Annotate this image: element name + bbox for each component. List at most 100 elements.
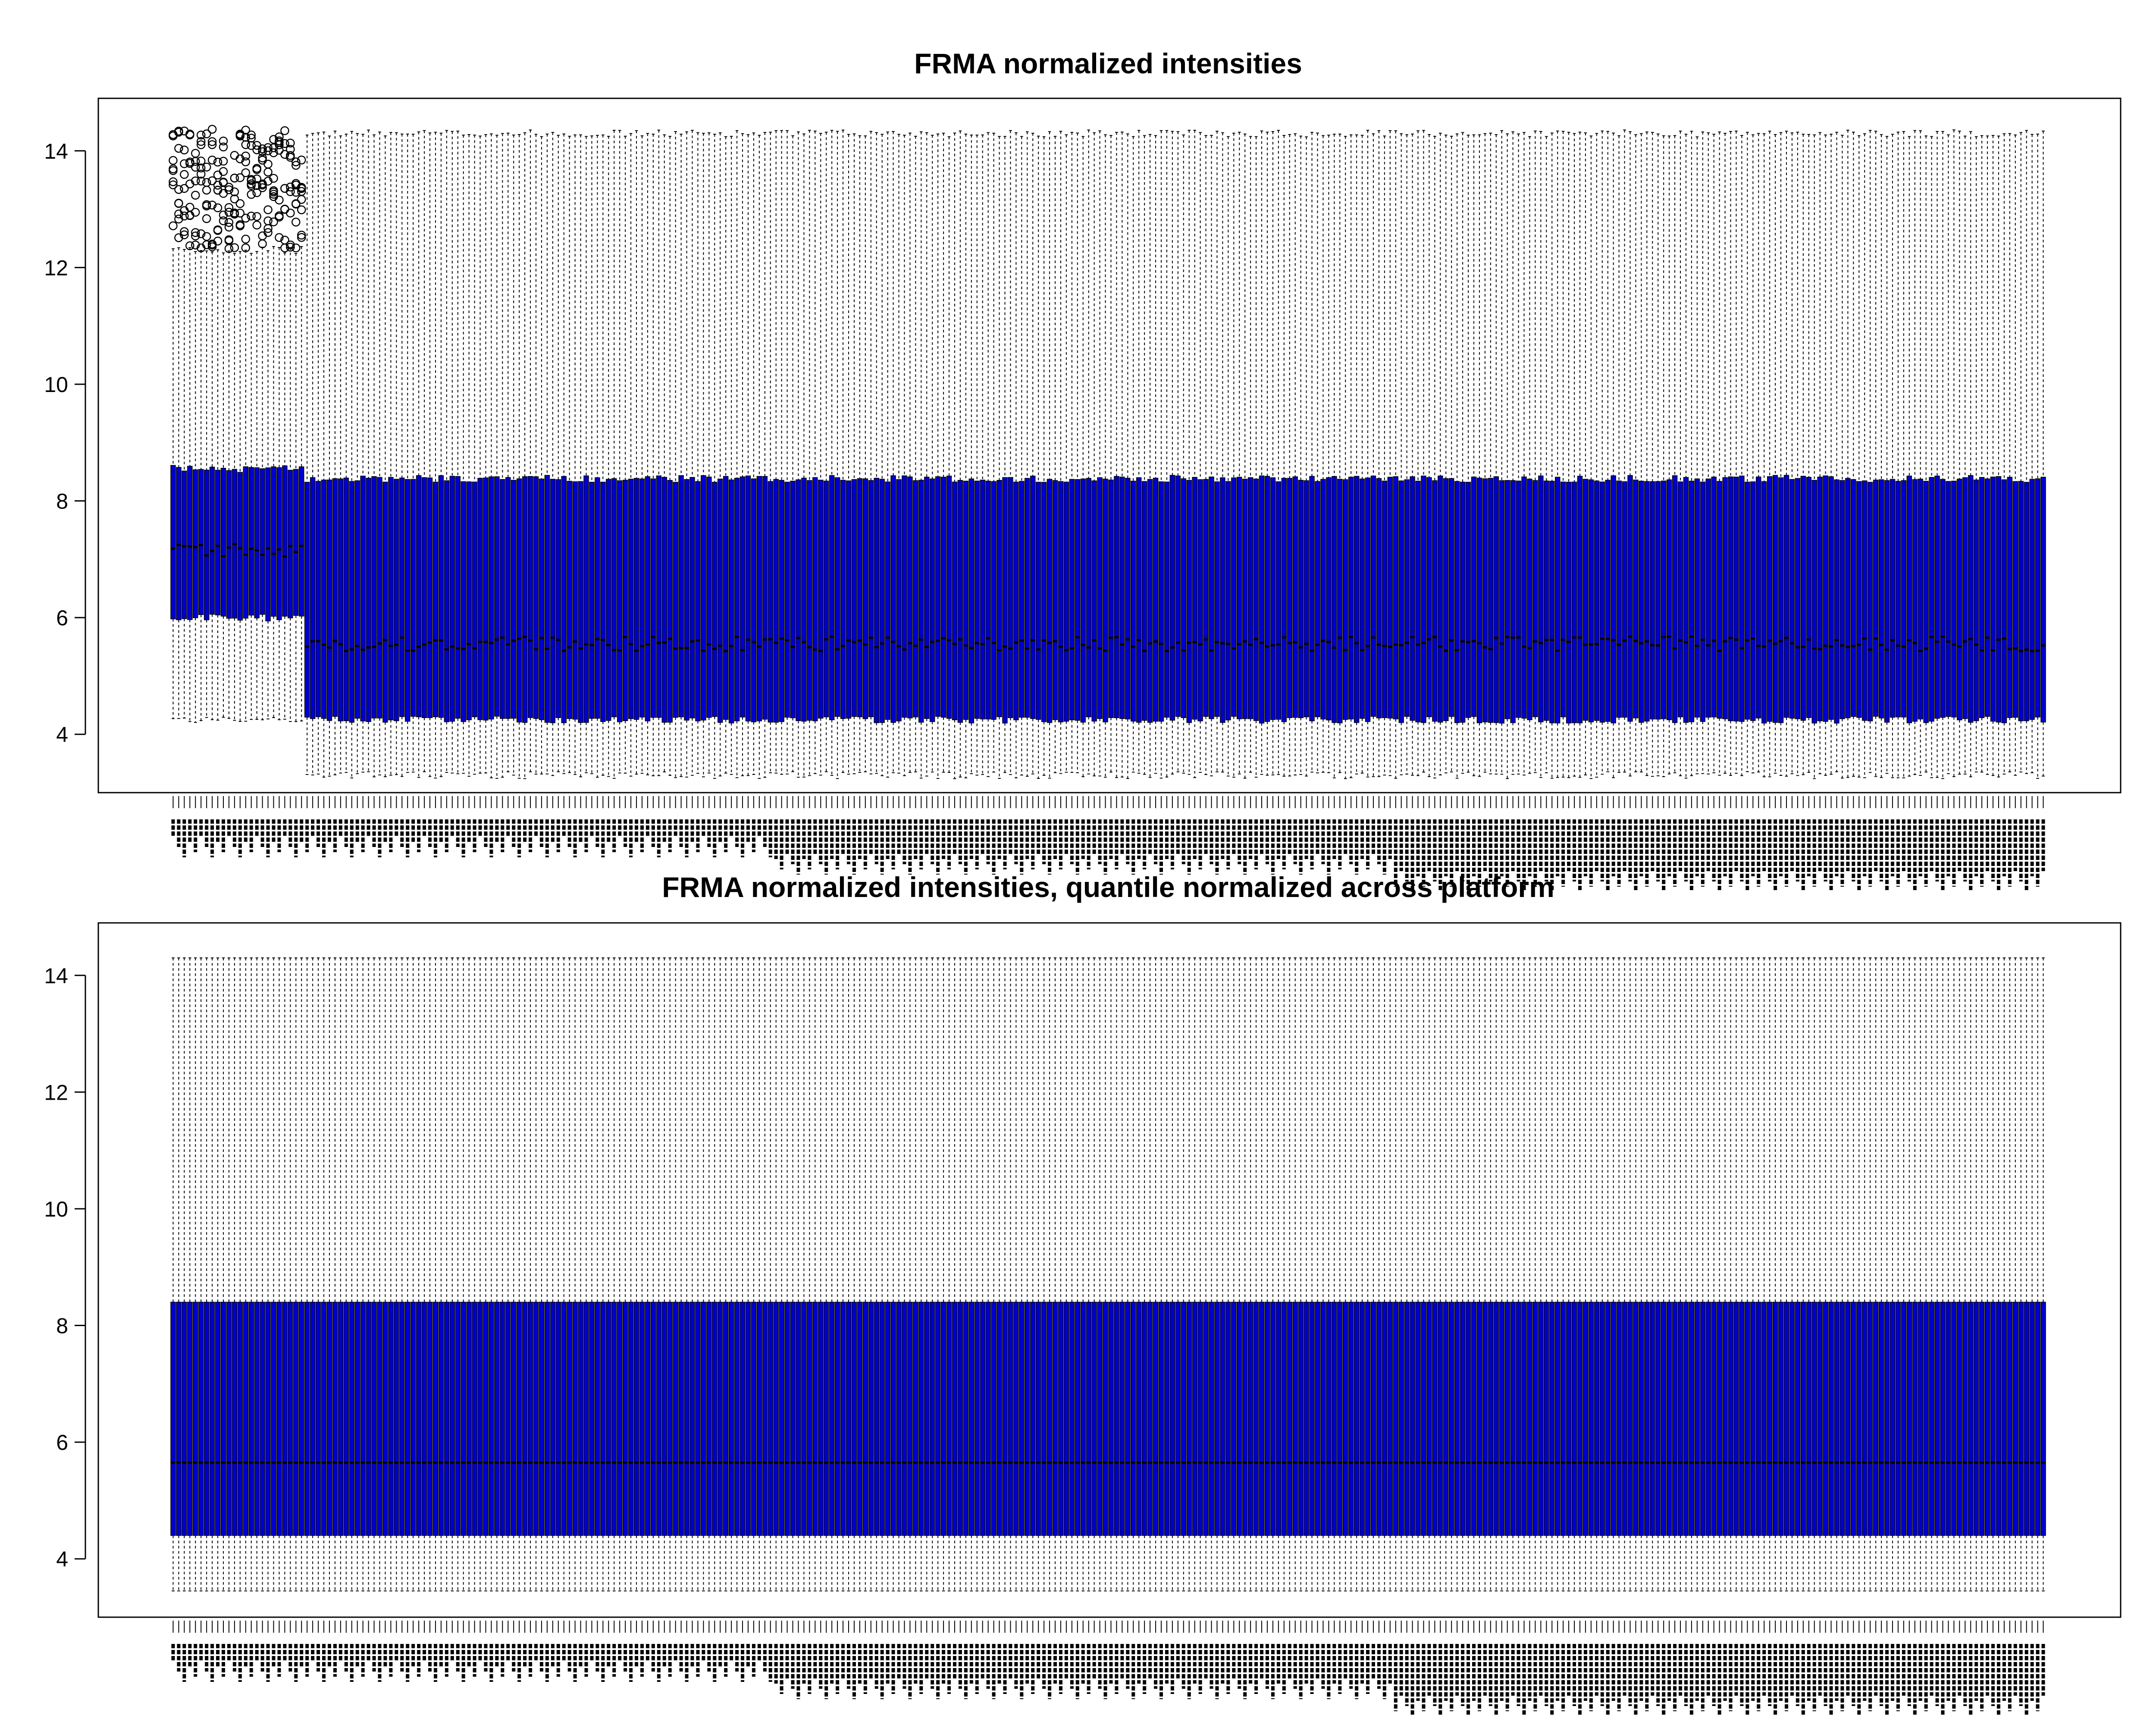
box — [1438, 1302, 1443, 1536]
box — [1292, 476, 1298, 718]
box — [846, 1302, 852, 1536]
box — [595, 477, 600, 719]
box — [1711, 1302, 1717, 1536]
box — [689, 477, 695, 718]
box — [1929, 477, 1934, 722]
box — [1348, 1302, 1354, 1536]
box — [991, 481, 997, 720]
box — [874, 478, 879, 723]
box — [1527, 1302, 1532, 1536]
box — [1694, 478, 1700, 718]
box — [1856, 1302, 1862, 1536]
box — [1795, 478, 1801, 719]
box — [550, 479, 556, 723]
box — [304, 482, 310, 718]
box — [980, 480, 985, 720]
box — [1421, 475, 1426, 723]
outlier-point — [280, 235, 289, 245]
box — [455, 1302, 461, 1536]
box — [661, 477, 667, 723]
box — [1934, 475, 1940, 719]
box — [1984, 1302, 1990, 1536]
box — [204, 1302, 210, 1536]
box — [399, 477, 405, 717]
box — [2012, 481, 2018, 718]
box — [176, 1302, 182, 1536]
outlier-point — [224, 244, 234, 253]
outlier-point — [169, 180, 178, 189]
box — [522, 476, 528, 723]
box — [1359, 478, 1365, 719]
box — [1616, 480, 1622, 718]
box — [695, 481, 701, 721]
box — [1192, 1302, 1197, 1536]
box — [1677, 1302, 1683, 1536]
box — [807, 480, 812, 721]
box — [2007, 1302, 2013, 1536]
outlier-point — [286, 242, 295, 252]
box — [1231, 477, 1237, 717]
box — [622, 1302, 628, 1536]
box — [416, 475, 422, 718]
box — [689, 1302, 695, 1536]
box — [907, 476, 913, 718]
box — [1739, 1302, 1745, 1536]
outlier-point — [185, 241, 194, 251]
box — [779, 480, 784, 722]
box — [315, 1302, 321, 1536]
box — [494, 1302, 500, 1536]
box — [1750, 1302, 1756, 1536]
box — [857, 478, 863, 718]
y-axis: 4 6 8 10 12 14 — [44, 964, 86, 1571]
box — [1119, 477, 1125, 719]
box — [1382, 1302, 1388, 1536]
box — [293, 469, 299, 616]
box — [388, 1302, 394, 1536]
box — [1270, 477, 1276, 720]
box — [829, 1302, 835, 1536]
outlier-point — [297, 155, 306, 165]
box — [1851, 1302, 1856, 1536]
outlier-point — [297, 184, 306, 193]
box — [1025, 478, 1030, 718]
box — [2001, 1302, 2007, 1536]
outlier-point — [180, 145, 189, 154]
box — [1253, 1302, 1259, 1536]
box — [723, 1302, 729, 1536]
box — [1086, 478, 1091, 718]
box — [461, 1302, 466, 1536]
box — [1778, 1302, 1784, 1536]
box — [1951, 480, 1957, 718]
y-tick-label: 14 — [44, 964, 68, 988]
box — [1404, 1302, 1410, 1536]
box — [924, 477, 930, 719]
outlier-point — [196, 169, 206, 179]
outlier-point — [207, 137, 217, 146]
box — [1136, 1302, 1142, 1536]
outlier-point — [252, 220, 261, 230]
box — [1544, 480, 1549, 721]
box — [829, 475, 835, 720]
box — [209, 467, 215, 615]
box — [1376, 1302, 1382, 1536]
box — [1449, 1302, 1454, 1536]
box — [1326, 1302, 1332, 1536]
box — [516, 1302, 522, 1536]
box — [1153, 1302, 1159, 1536]
outlier-point — [185, 203, 194, 212]
box — [1304, 480, 1309, 718]
box — [768, 1302, 773, 1536]
outlier-point — [291, 161, 301, 170]
box — [1823, 475, 1828, 722]
box — [768, 481, 773, 723]
box — [968, 478, 974, 724]
outlier-point — [224, 218, 234, 227]
box — [1158, 481, 1164, 722]
outlier-point — [191, 207, 200, 217]
outlier-point — [207, 201, 217, 210]
box — [1315, 1302, 1320, 1536]
box — [1275, 1302, 1282, 1536]
box — [477, 1302, 483, 1536]
box — [1990, 1302, 1996, 1536]
